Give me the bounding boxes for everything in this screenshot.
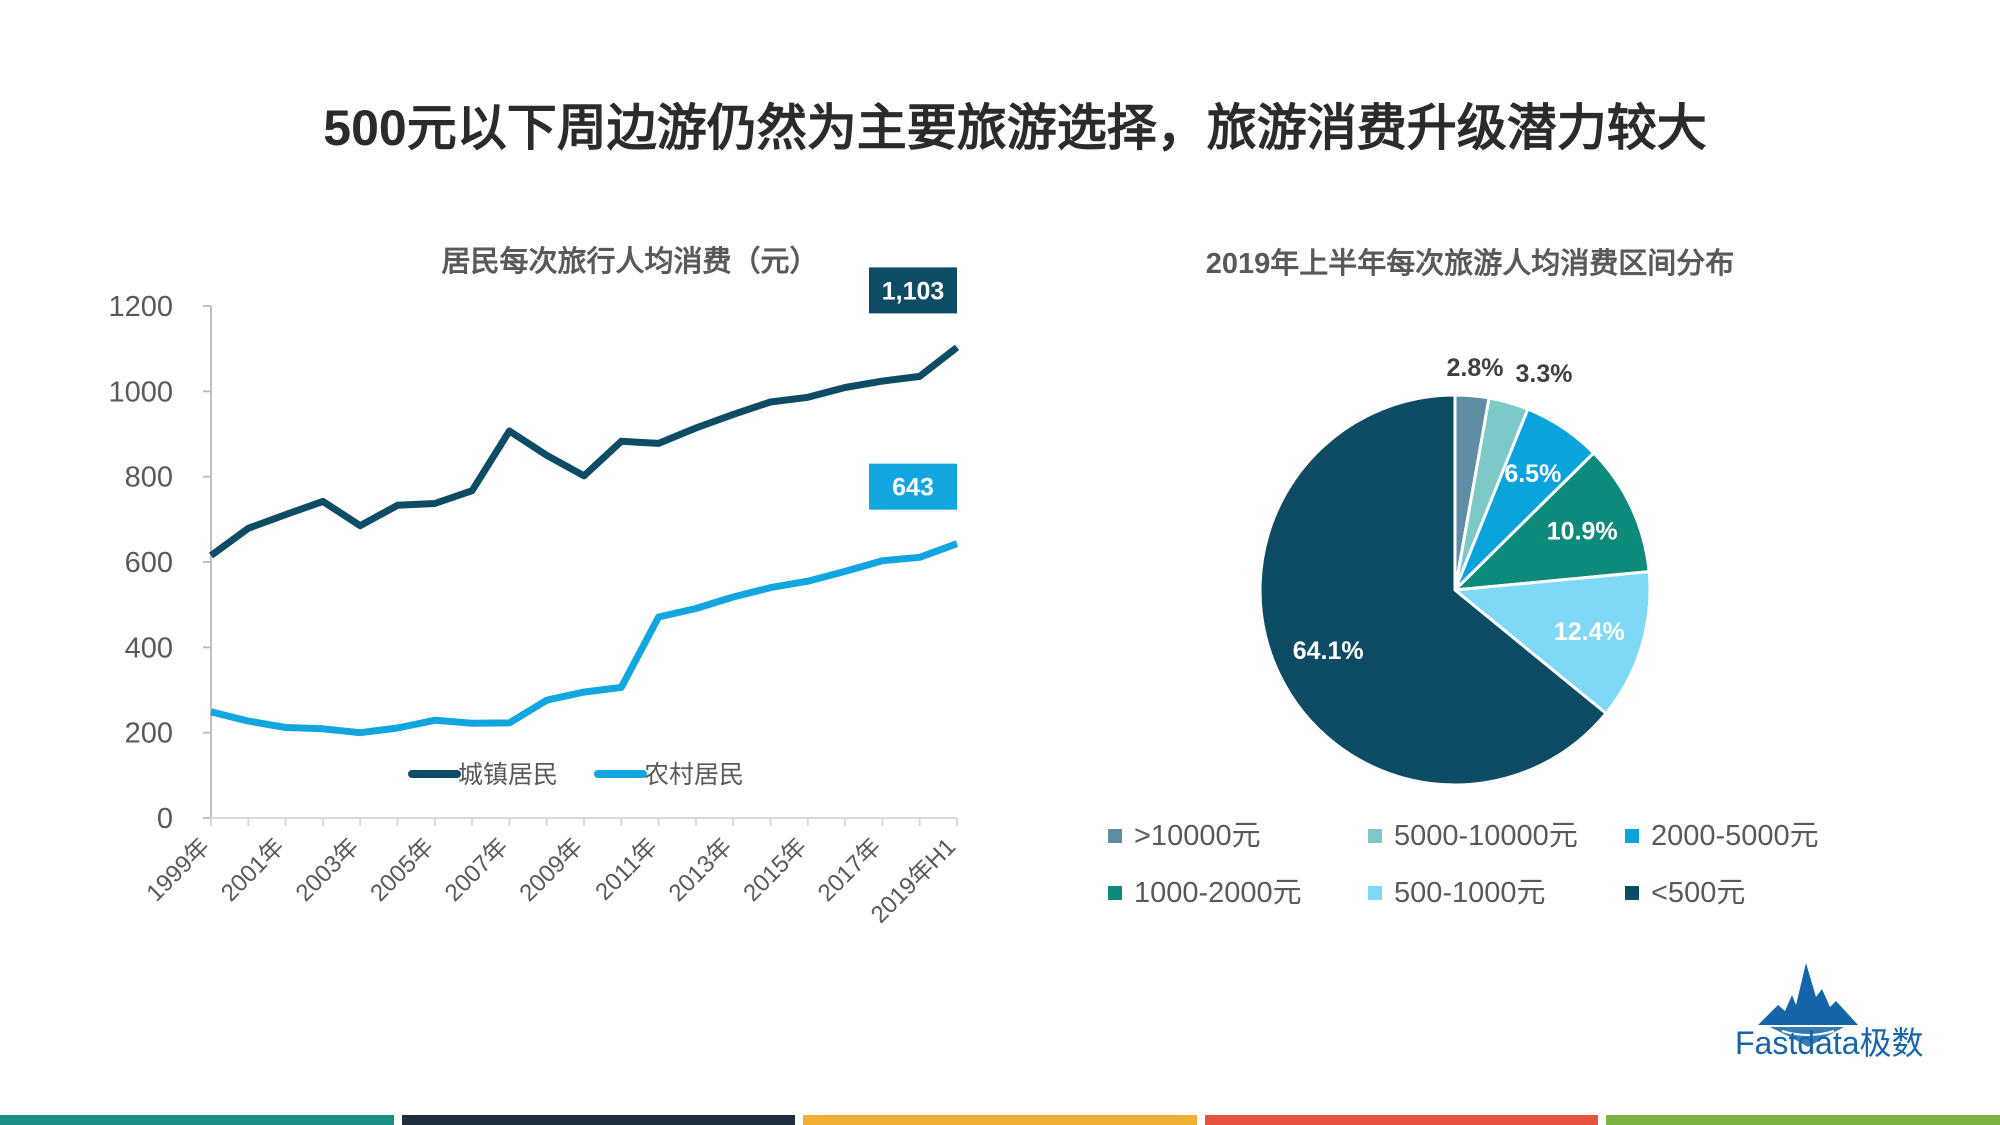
x-tick-label: 2017年 <box>813 833 887 907</box>
series-line-rural <box>210 540 959 737</box>
pie-legend-swatch <box>1368 886 1382 900</box>
y-tick-label: 800 <box>125 462 173 494</box>
footer-segment <box>0 1115 394 1125</box>
pie-slice-label: 6.5% <box>1504 460 1561 488</box>
footer-segment <box>1606 1115 2000 1125</box>
pie-slice-label: 10.9% <box>1547 518 1618 546</box>
y-tick-label: 1000 <box>108 376 173 408</box>
x-tick-label: 2009年 <box>514 833 588 907</box>
series-line-urban <box>208 344 960 559</box>
end-value-label: 643 <box>892 474 934 502</box>
page-title: 500元以下周边游仍然为主要旅游选择，旅游消费升级潜力较大 <box>323 100 1707 156</box>
pie-legend-swatch <box>1108 886 1122 900</box>
pie-legend-label: 5000-10000元 <box>1394 820 1578 852</box>
pie-legend-swatch <box>1368 829 1382 843</box>
x-tick-label: 2015年 <box>738 833 812 907</box>
pie-slice-label: 12.4% <box>1554 618 1625 646</box>
x-tick-label: 1999年 <box>141 833 215 907</box>
x-tick-label: 2011年 <box>590 833 663 906</box>
footer-segment <box>401 1115 796 1125</box>
pie-legend-label: 500-1000元 <box>1394 877 1546 909</box>
footer-segment <box>803 1115 1197 1125</box>
y-tick-label: 1200 <box>108 291 173 323</box>
end-value-badge <box>869 463 957 510</box>
x-tick-label: 2005年 <box>365 833 439 907</box>
pie-slice <box>1451 569 1652 716</box>
end-value-label: 1,103 <box>882 277 945 305</box>
pie-slice <box>1450 450 1651 592</box>
pie-legend-label: >10000元 <box>1134 820 1261 852</box>
pie-legend-label: 2000-5000元 <box>1651 820 1819 852</box>
pie-legend-swatch <box>1625 829 1639 843</box>
pie-slice <box>1258 393 1609 787</box>
footer-color-bar <box>0 1115 2000 1125</box>
y-tick-label: 600 <box>125 547 173 579</box>
pie-legend-label: <500元 <box>1651 877 1745 909</box>
x-tick-label: 2007年 <box>440 833 514 907</box>
y-tick-label: 400 <box>125 632 173 664</box>
fastdata-logo-icon <box>1758 963 1858 1047</box>
x-tick-label: 2013年 <box>664 833 738 907</box>
pie-slice-label: 2.8% <box>1447 354 1504 382</box>
footer-segment <box>1204 1115 1599 1125</box>
pie-legend-swatch <box>1625 886 1639 900</box>
legend-label: 城镇居民 <box>458 761 558 789</box>
end-value-badge <box>869 267 957 314</box>
pie-chart-title: 2019年上半年每次旅游人均消费区间分布 <box>1205 248 1735 280</box>
pie-slice-label: 3.3% <box>1516 360 1573 388</box>
fastdata-logo-text: Fastdata极数 <box>1735 1025 1924 1061</box>
pie-legend-swatch <box>1108 829 1122 843</box>
pie-slice-label: 64.1% <box>1293 637 1364 665</box>
line-chart-title: 居民每次旅行人均消费（元） <box>441 246 819 278</box>
y-tick-label: 200 <box>125 718 173 750</box>
y-tick-label: 0 <box>157 803 173 835</box>
x-tick-label: 2003年 <box>291 833 365 907</box>
legend-label: 农村居民 <box>644 761 744 789</box>
pie-legend-label: 1000-2000元 <box>1134 877 1302 909</box>
x-tick-label: 2001年 <box>216 833 290 907</box>
